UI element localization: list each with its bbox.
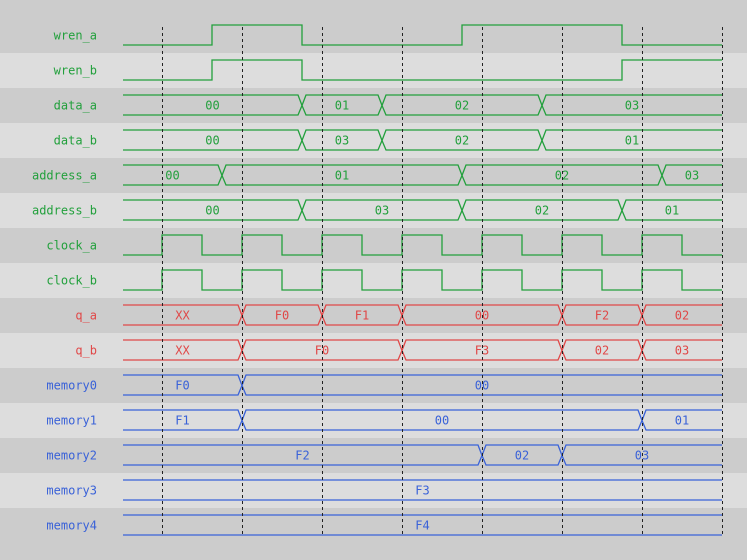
bus-value-memory1: F1 [175, 414, 189, 428]
waveform-clock_a [123, 234, 722, 256]
signal-name-clock_b: clock_b [46, 274, 97, 288]
bus-value-address_a: 02 [555, 169, 569, 183]
signal-name-address_a: address_a [32, 169, 97, 183]
row-background [0, 53, 747, 88]
bus-segment-address_a [661, 164, 722, 186]
row-background [0, 403, 747, 438]
bus-value-address_a: 01 [335, 169, 349, 183]
bus-value-memory0: 00 [475, 379, 489, 393]
row-background [0, 508, 747, 543]
bus-value-q_a: XX [175, 309, 190, 323]
bus-value-address_a: 00 [165, 169, 179, 183]
bus-value-q_a: F1 [355, 309, 369, 323]
row-background [0, 123, 747, 158]
signal-name-memory2: memory2 [46, 449, 97, 463]
bus-segment-memory0 [241, 374, 722, 396]
bus-value-q_b: F3 [475, 344, 489, 358]
bus-value-q_b: F0 [315, 344, 329, 358]
signal-name-data_a: data_a [54, 99, 97, 113]
bus-value-q_b: 03 [675, 344, 689, 358]
signal-name-memory1: memory1 [46, 414, 97, 428]
signal-name-memory3: memory3 [46, 484, 97, 498]
signal-name-memory0: memory0 [46, 379, 97, 393]
bus-segment-memory3 [123, 479, 722, 501]
bus-value-data_a: 00 [205, 99, 219, 113]
signal-name-memory4: memory4 [46, 519, 97, 533]
bus-value-data_a: 02 [455, 99, 469, 113]
bus-value-memory1: 00 [435, 414, 449, 428]
bus-value-memory3: F3 [415, 484, 429, 498]
bus-value-data_b: 02 [455, 134, 469, 148]
bus-value-memory4: F4 [415, 519, 429, 533]
bus-value-data_b: 03 [335, 134, 349, 148]
row-background [0, 368, 747, 403]
row-background [0, 473, 747, 508]
signal-name-address_b: address_b [32, 204, 97, 218]
bus-segment-address_b [621, 199, 722, 221]
bus-value-q_b: 02 [595, 344, 609, 358]
bus-value-address_b: 01 [665, 204, 679, 218]
row-background [0, 18, 747, 53]
bus-value-data_a: 03 [625, 99, 639, 113]
row-background [0, 158, 747, 193]
bus-value-address_b: 00 [205, 204, 219, 218]
bus-segment-data_a [541, 94, 722, 116]
waveform-clock_b [123, 269, 722, 291]
bus-value-q_a: F2 [595, 309, 609, 323]
row-background [0, 438, 747, 473]
signal-name-wren_b: wren_b [54, 64, 97, 78]
row-background [0, 228, 747, 263]
bus-segment-memory1 [641, 409, 722, 431]
signal-name-wren_a: wren_a [54, 29, 97, 43]
bus-value-memory1: 01 [675, 414, 689, 428]
signal-name-clock_a: clock_a [46, 239, 97, 253]
bus-segment-data_b [541, 129, 722, 151]
bus-value-q_a: 02 [675, 309, 689, 323]
bus-value-q_b: XX [175, 344, 190, 358]
bus-value-q_a: F0 [275, 309, 289, 323]
bus-value-memory2: F2 [295, 449, 309, 463]
row-background [0, 193, 747, 228]
bus-value-data_b: 00 [205, 134, 219, 148]
signal-name-q_b: q_b [75, 344, 97, 358]
waveform-wren_a [123, 24, 722, 46]
bus-value-address_b: 03 [375, 204, 389, 218]
row-background [0, 333, 747, 368]
row-background [0, 298, 747, 333]
row-background [0, 263, 747, 298]
waveform-wren_b [123, 59, 722, 81]
signal-name-data_b: data_b [54, 134, 97, 148]
row-background [0, 88, 747, 123]
bus-value-address_b: 02 [535, 204, 549, 218]
bus-value-memory0: F0 [175, 379, 189, 393]
bus-value-data_b: 01 [625, 134, 639, 148]
bus-value-address_a: 03 [685, 169, 699, 183]
bus-value-data_a: 01 [335, 99, 349, 113]
bus-segment-memory4 [123, 514, 722, 536]
bus-value-memory2: 02 [515, 449, 529, 463]
signal-name-q_a: q_a [75, 309, 97, 323]
bus-segment-q_b [641, 339, 722, 361]
